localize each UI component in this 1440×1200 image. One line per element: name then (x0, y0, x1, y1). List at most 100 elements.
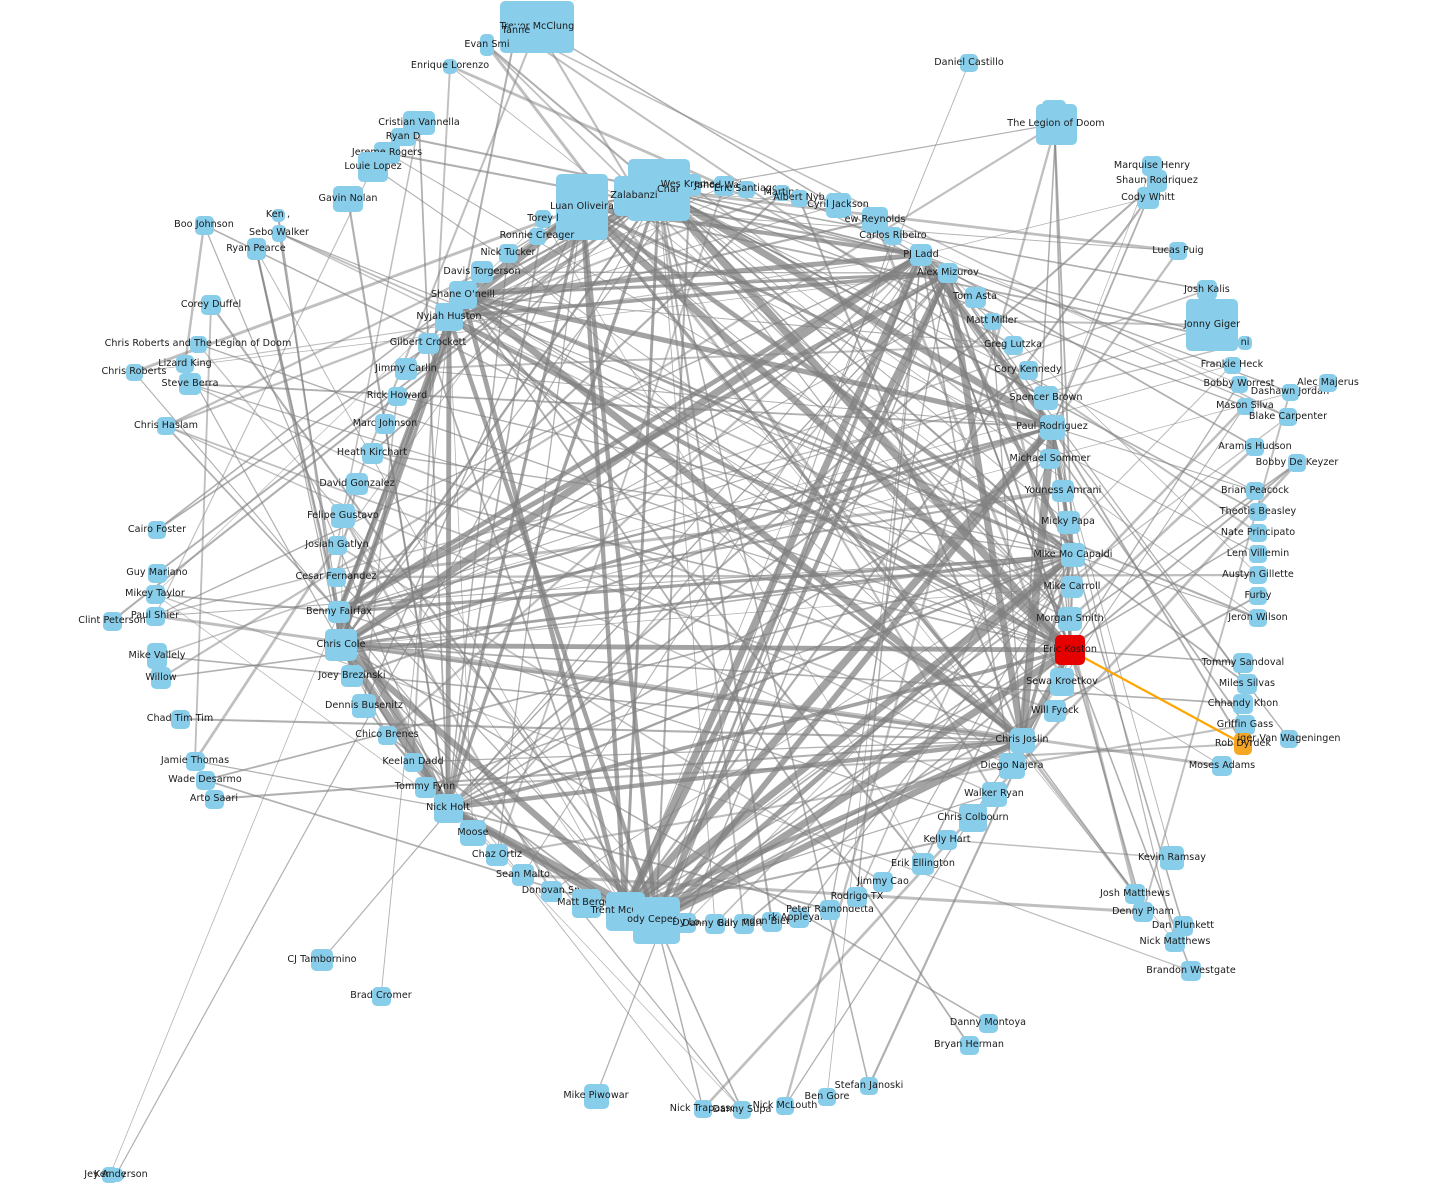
graph-node[interactable] (999, 753, 1025, 779)
graph-node[interactable] (1288, 454, 1306, 472)
graph-node[interactable] (1249, 503, 1267, 521)
graph-node[interactable] (1280, 730, 1298, 748)
graph-node[interactable] (204, 789, 224, 809)
graph-node[interactable] (528, 227, 546, 245)
graph-node[interactable] (1009, 727, 1035, 753)
graph-node[interactable] (1055, 635, 1085, 665)
graph-node[interactable] (125, 363, 143, 381)
graph-node[interactable] (571, 888, 601, 918)
graph-node[interactable] (737, 180, 755, 198)
graph-node[interactable] (1160, 846, 1184, 870)
graph-node[interactable] (109, 1168, 123, 1182)
graph-node[interactable] (480, 34, 494, 56)
graph-node[interactable] (201, 295, 221, 315)
graph-node[interactable] (1237, 674, 1257, 694)
graph-node[interactable] (1246, 482, 1264, 500)
graph-node[interactable] (341, 665, 363, 687)
graph-node[interactable] (512, 864, 534, 886)
graph-node[interactable] (1249, 545, 1267, 563)
graph-node[interactable] (371, 986, 391, 1006)
graph-node[interactable] (346, 473, 368, 495)
graph-node[interactable] (959, 804, 987, 832)
graph-node[interactable] (325, 629, 357, 661)
graph-node[interactable] (246, 238, 266, 260)
graph-node[interactable] (734, 914, 754, 934)
graph-node[interactable] (151, 667, 171, 689)
graph-node[interactable] (272, 224, 286, 242)
graph-node[interactable] (1246, 438, 1264, 456)
graph-node[interactable] (417, 332, 439, 354)
graph-node[interactable] (1234, 733, 1252, 755)
graph-node[interactable] (390, 128, 416, 146)
graph-node[interactable] (145, 584, 165, 604)
graph-node[interactable] (873, 872, 893, 892)
graph-node[interactable] (185, 751, 205, 771)
graph-node[interactable] (556, 174, 608, 240)
graph-node[interactable] (147, 563, 167, 583)
graph-node[interactable] (774, 185, 790, 201)
graph-node[interactable] (377, 725, 397, 745)
graph-node[interactable] (145, 606, 165, 626)
graph-node[interactable] (414, 776, 436, 798)
graph-node[interactable] (194, 215, 214, 235)
graph-node[interactable] (1003, 335, 1023, 355)
graph-node[interactable] (1169, 242, 1187, 260)
graph-node[interactable] (1040, 449, 1060, 469)
graph-node[interactable] (1050, 668, 1074, 696)
graph-node[interactable] (1279, 408, 1297, 426)
graph-node[interactable] (486, 844, 508, 866)
graph-node[interactable] (189, 335, 207, 353)
graph-node[interactable] (1034, 386, 1058, 410)
graph-node[interactable] (1181, 961, 1201, 981)
graph-node[interactable] (1125, 884, 1145, 904)
graph-node[interactable] (375, 414, 395, 434)
graph-node[interactable] (1249, 587, 1267, 605)
graph-node[interactable] (1223, 356, 1241, 374)
graph-node[interactable] (1058, 607, 1082, 631)
graph-node[interactable] (1212, 756, 1232, 776)
graph-node[interactable] (1249, 524, 1267, 542)
graph-node[interactable] (148, 521, 166, 539)
graph-node[interactable] (1052, 480, 1074, 502)
graph-node[interactable] (361, 442, 383, 464)
graph-node[interactable] (435, 303, 463, 331)
graph-node[interactable] (498, 243, 518, 263)
graph-node[interactable] (311, 949, 333, 971)
graph-node[interactable] (358, 152, 388, 182)
graph-node[interactable] (1233, 694, 1253, 714)
graph-node[interactable] (179, 373, 201, 395)
graph-node[interactable] (776, 1097, 794, 1115)
graph-node[interactable] (910, 244, 932, 266)
graph-node[interactable] (632, 896, 680, 944)
graph-node[interactable] (679, 174, 701, 196)
graph-node[interactable] (1173, 916, 1193, 936)
graph-node[interactable] (733, 1101, 751, 1119)
graph-node[interactable] (1281, 383, 1299, 401)
graph-node[interactable] (326, 567, 346, 587)
graph-node[interactable] (1061, 543, 1085, 567)
graph-node[interactable] (884, 227, 902, 245)
graph-node[interactable] (1230, 375, 1248, 393)
graph-node[interactable] (333, 186, 363, 212)
graph-node[interactable] (1039, 414, 1065, 440)
graph-node[interactable] (1238, 336, 1252, 350)
graph-node[interactable] (964, 286, 986, 308)
graph-node[interactable] (694, 1100, 712, 1118)
graph-node[interactable] (157, 417, 175, 435)
graph-node[interactable] (328, 601, 350, 623)
graph-node[interactable] (978, 1013, 998, 1033)
graph-node[interactable] (170, 709, 190, 729)
graph-node[interactable] (959, 1035, 979, 1055)
graph-node[interactable] (960, 54, 978, 72)
graph-node[interactable] (981, 781, 1007, 807)
graph-node[interactable] (762, 912, 782, 932)
graph-node[interactable] (331, 504, 355, 528)
graph-node[interactable] (1249, 609, 1267, 627)
graph-node[interactable] (1147, 170, 1167, 192)
graph-node[interactable] (271, 208, 285, 222)
graph-node[interactable] (1018, 360, 1038, 380)
graph-node[interactable] (820, 900, 840, 920)
graph-node[interactable] (1197, 280, 1217, 300)
graph-node[interactable] (614, 176, 654, 216)
